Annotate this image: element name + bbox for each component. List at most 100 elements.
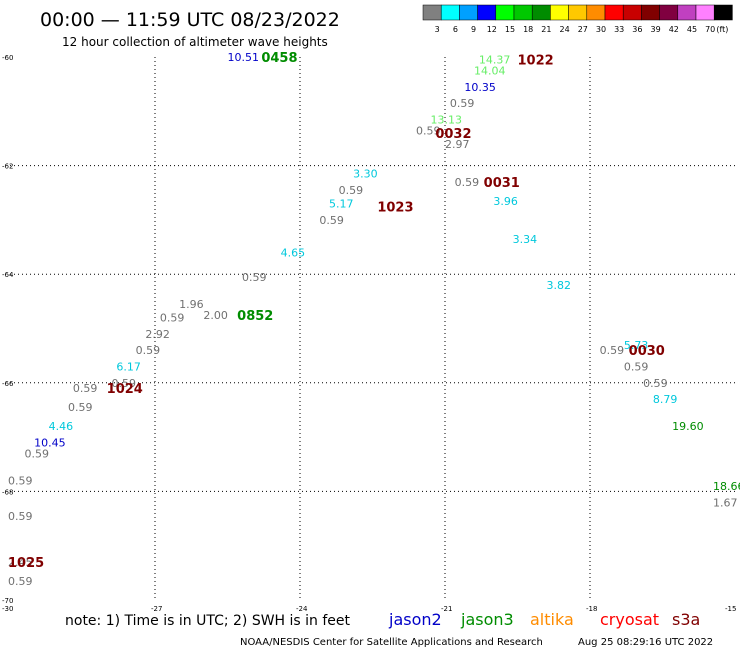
legend-swatch [550,4,569,21]
legend-swatch [641,4,660,21]
wave-height-label: 0.59 [455,176,480,189]
legend-label: 24 [560,25,570,34]
pass-time-label: 0031 [484,176,520,191]
legend-label: 15 [505,25,515,34]
satellite-label-jason3: jason3 [460,610,514,629]
wave-height-label: 3.34 [513,233,538,246]
wave-height-label: 0.59 [416,124,441,137]
wave-height-label: 0.59 [643,377,668,390]
pass-time-label: 0458 [261,51,297,66]
legend-label: 39 [651,25,661,34]
y-tick-label: -62 [2,163,13,171]
legend-swatch [477,4,497,21]
y-tick-label: -68 [2,488,13,496]
y-tick-label: -60 [2,54,13,62]
satellite-label-altika: altika [530,610,574,629]
legend-swatch [513,4,533,21]
wave-height-label: 0.59 [160,312,185,325]
legend-label: 12 [487,25,497,34]
wave-height-label: 0.59 [112,377,137,390]
legend-swatch [695,4,715,21]
legend-swatch [422,4,442,21]
x-tick-label: -15 [725,605,736,613]
wave-height-label: 18.66 [713,480,740,493]
wave-height-label: 2.97 [445,138,470,151]
chart-title: 00:00 — 11:59 UTC 08/23/2022 [40,9,340,31]
legend-label: 30 [596,25,606,34]
wave-height-label: 19.60 [672,420,704,433]
legend-swatch [568,4,588,21]
legend-label: 70 [705,25,715,34]
wave-height-label: 3.82 [547,279,572,292]
y-tick-label: -70 [2,597,13,605]
wave-height-label: 2.45 [8,556,33,569]
wave-height-label: 0.59 [339,184,364,197]
chart-subtitle: 12 hour collection of altimeter wave hei… [62,35,328,49]
axis-tick-labels: -60 -62 -64 -66 -68 -70-30 -27 -24 -21 -18 -15 [2,54,736,613]
wave-height-label: 0.59 [319,214,344,227]
wave-height-label: 0.59 [8,510,33,523]
wave-height-label: 3.96 [493,195,518,208]
legend-label: 27 [578,25,588,34]
time-labels: 0458 1022 0032 0031 1023 0852 0030 1024 1025 [8,51,665,571]
pass-time-label: 0030 [629,344,665,359]
wave-height-label: 0.59 [136,344,161,357]
wave-height-label: 0.59 [25,447,50,460]
color-legend: 3 6 9 12 15 18 21 24 27 30 33 36 39 42 45 70 (ft) [422,4,733,34]
legend-label: 21 [541,25,551,34]
wave-height-label: 8.79 [653,393,678,406]
satellite-label-cryosat: cryosat [600,610,659,629]
satellite-label-s3a: s3a [672,610,700,629]
pass-time-label: 1023 [377,200,413,215]
legend-label: 9 [471,25,476,34]
footer-note: note: 1) Time is in UTC; 2) SWH is in fe… [65,613,351,629]
footer-credit: NOAA/NESDIS Center for Satellite Applica… [240,637,543,648]
pass-time-label: 0032 [435,127,471,142]
y-tick-label: -64 [2,271,14,279]
satellite-label-jason2: jason2 [388,610,442,629]
pass-time-label: 0852 [237,309,273,324]
wave-height-label: 2.00 [203,309,228,322]
pass-time-label: 1025 [8,556,44,571]
legend-swatch [659,4,679,21]
wave-height-label: 10.35 [464,81,496,94]
satellite-legend: jason2 jason3 altika cryosat s3a [388,610,700,629]
grid-lines [10,57,735,600]
wave-height-label: 10.45 [34,437,66,450]
x-tick-label: -27 [151,605,162,613]
wave-height-label: 6.17 [116,361,141,374]
wave-height-label: 5.17 [329,198,354,211]
footer-timestamp: Aug 25 08:29:16 UTC 2022 [578,637,713,648]
pass-time-label: 1022 [518,54,554,69]
x-tick-label: -21 [441,605,452,613]
wave-height-label: 1.67 [713,496,738,509]
wave-height-label: 1.96 [179,298,204,311]
legend-swatch [622,4,642,21]
legend-swatch [495,4,515,21]
legend-swatch [713,4,733,21]
wave-height-label: 0.59 [68,401,93,414]
legend-label: 45 [687,25,697,34]
legend-label: 6 [453,25,458,34]
y-tick-label: -66 [2,380,14,388]
wave-height-label: 5.73 [624,339,649,352]
wave-height-label: 0.59 [624,361,649,374]
x-tick-label: -24 [296,605,308,613]
wave-height-label: 14.04 [474,65,506,78]
x-tick-label: -30 [2,605,13,613]
wave-height-label: 4.65 [281,246,306,259]
legend-swatch [531,4,551,21]
wave-height-label: 0.59 [450,97,475,110]
legend-swatch [440,4,460,21]
wave-height-label: 0.59 [8,475,33,488]
legend-swatch [586,4,606,21]
legend-swatch [604,4,624,21]
wave-height-label: 0.59 [73,382,98,395]
legend-swatch [677,4,697,21]
legend-swatch [459,4,478,21]
legend-label: (ft) [716,25,728,34]
legend-label: 18 [523,25,533,34]
legend-label: 33 [614,25,624,34]
legend-label: 42 [669,25,679,34]
wave-height-label: 3.30 [353,168,378,181]
